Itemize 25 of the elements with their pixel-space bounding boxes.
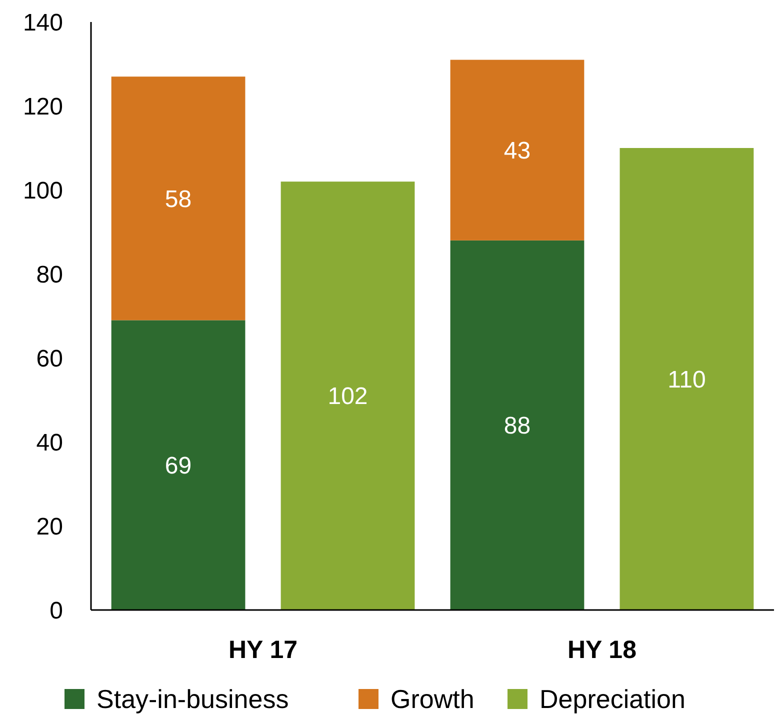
y-tick-label: 20 [36,513,63,540]
legend-label: Stay-in-business [96,684,289,714]
data-label: 102 [328,383,368,410]
data-label: 88 [504,412,531,440]
x-tick-label: HY 17 [228,636,298,664]
bar [111,76,246,320]
data-label: 110 [668,366,706,394]
y-tick-label: 100 [22,177,63,204]
y-tick-label: 120 [22,93,63,120]
legend-label: Depreciation [540,684,686,714]
y-tick-label: 80 [36,261,63,288]
bar [111,320,246,610]
legend-label: Growth [390,684,474,714]
y-tick-label: 60 [36,345,63,372]
x-tick-label: HY 18 [567,636,637,664]
y-tick-label: 0 [50,597,63,624]
bar [620,148,754,610]
data-label: 43 [504,138,531,164]
y-tick-label: 40 [36,429,63,456]
bar [450,240,584,610]
data-label: 58 [164,186,192,213]
y-tick-label: 140 [22,9,63,36]
bar [280,182,415,610]
data-label: 69 [164,452,192,480]
bar [450,60,584,240]
